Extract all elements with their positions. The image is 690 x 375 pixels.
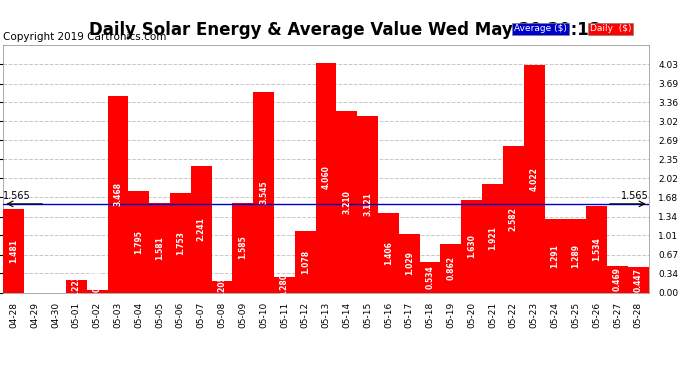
Text: 1.585: 1.585 bbox=[238, 236, 247, 260]
Text: 1.534: 1.534 bbox=[592, 237, 601, 261]
Bar bbox=[212, 281, 233, 292]
Bar bbox=[274, 277, 295, 292]
Text: 3.121: 3.121 bbox=[363, 192, 372, 216]
Bar bbox=[87, 290, 108, 292]
Bar bbox=[295, 231, 315, 292]
Text: 0.534: 0.534 bbox=[426, 266, 435, 289]
Bar bbox=[420, 262, 440, 292]
Text: 2.241: 2.241 bbox=[197, 217, 206, 241]
Text: 2.582: 2.582 bbox=[509, 207, 518, 231]
Bar bbox=[357, 116, 378, 292]
Bar bbox=[66, 280, 87, 292]
Text: 3.545: 3.545 bbox=[259, 180, 268, 204]
Bar bbox=[524, 65, 544, 292]
Bar bbox=[337, 111, 357, 292]
Text: 1.565: 1.565 bbox=[621, 191, 649, 201]
Text: 4.022: 4.022 bbox=[530, 166, 539, 190]
Bar bbox=[108, 96, 128, 292]
Text: 1.753: 1.753 bbox=[176, 231, 185, 255]
Text: 1.565: 1.565 bbox=[3, 191, 31, 201]
Bar bbox=[233, 203, 253, 292]
Bar bbox=[482, 184, 503, 292]
Text: 3.468: 3.468 bbox=[113, 182, 122, 206]
Bar bbox=[190, 166, 212, 292]
Text: 1.630: 1.630 bbox=[467, 234, 476, 258]
Text: 0.469: 0.469 bbox=[613, 267, 622, 291]
Bar bbox=[544, 219, 565, 292]
Bar bbox=[503, 146, 524, 292]
Bar bbox=[315, 63, 337, 292]
Text: 0.223: 0.223 bbox=[72, 274, 81, 298]
Text: 1.795: 1.795 bbox=[135, 230, 144, 254]
Text: 1.029: 1.029 bbox=[405, 251, 414, 275]
Text: 0.862: 0.862 bbox=[446, 256, 455, 280]
Text: 0.280: 0.280 bbox=[280, 273, 289, 297]
Bar bbox=[628, 267, 649, 292]
Text: 0.037: 0.037 bbox=[92, 268, 101, 292]
Bar bbox=[378, 213, 399, 292]
Bar bbox=[565, 219, 586, 292]
Text: 1.921: 1.921 bbox=[488, 226, 497, 250]
Bar bbox=[399, 234, 420, 292]
Text: 1.291: 1.291 bbox=[551, 244, 560, 268]
Text: 1.406: 1.406 bbox=[384, 241, 393, 265]
Bar bbox=[3, 209, 24, 292]
Text: Daily Solar Energy & Average Value Wed May 29 20:18: Daily Solar Energy & Average Value Wed M… bbox=[90, 21, 600, 39]
Text: Average ($): Average ($) bbox=[514, 24, 567, 33]
Text: 1.581: 1.581 bbox=[155, 236, 164, 260]
Text: Copyright 2019 Cartronics.com: Copyright 2019 Cartronics.com bbox=[3, 32, 167, 42]
Text: 1.078: 1.078 bbox=[301, 250, 310, 274]
Bar bbox=[462, 200, 482, 292]
Bar bbox=[586, 206, 607, 292]
Bar bbox=[253, 92, 274, 292]
Bar bbox=[170, 193, 190, 292]
Text: 0.205: 0.205 bbox=[217, 275, 226, 298]
Text: Daily  ($): Daily ($) bbox=[590, 24, 631, 33]
Text: 1.481: 1.481 bbox=[10, 238, 19, 262]
Bar bbox=[128, 191, 149, 292]
Bar bbox=[149, 203, 170, 292]
Text: 4.060: 4.060 bbox=[322, 166, 331, 189]
Bar bbox=[440, 244, 462, 292]
Text: 0.447: 0.447 bbox=[633, 268, 642, 292]
Bar bbox=[607, 266, 628, 292]
Text: 1.289: 1.289 bbox=[571, 244, 580, 268]
Text: 3.210: 3.210 bbox=[342, 190, 351, 213]
